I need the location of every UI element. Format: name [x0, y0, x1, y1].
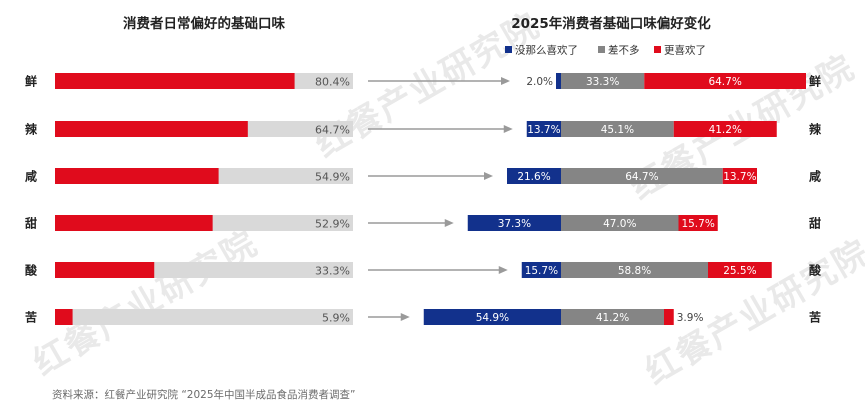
value-label: 5.9%	[322, 312, 350, 325]
left-chart: 80.4% 64.7% 54.9% 52.9% 33.3% 5.9%	[55, 73, 353, 325]
segment-same	[561, 121, 674, 137]
right-category-label: 咸	[809, 169, 821, 184]
segment-less-liked	[507, 168, 561, 184]
segment-label: 33.3%	[586, 76, 619, 88]
source-note: 资料来源：红餐产业研究院 “2025年中国半成品食品消费者调查”	[52, 389, 356, 401]
segment-label: 58.8%	[618, 265, 651, 277]
value-bar	[55, 262, 155, 278]
segment-label: 25.5%	[723, 265, 756, 277]
segment-label: 21.6%	[517, 171, 550, 183]
segment-more-liked	[673, 121, 777, 137]
segment-same	[561, 168, 723, 184]
segment-more-liked	[708, 262, 772, 278]
segment-label: 15.7%	[525, 265, 558, 277]
right-category-label: 苦	[809, 310, 821, 325]
segment-less-liked	[521, 262, 561, 278]
arrow-head	[400, 313, 410, 321]
segment-label: 54.9%	[476, 312, 509, 324]
right-category-label: 甜	[809, 216, 821, 231]
legend-swatch	[505, 46, 512, 53]
segment-more-liked	[644, 73, 806, 89]
segment-label: 41.2%	[596, 312, 629, 324]
segment-label: 13.7%	[723, 171, 756, 183]
legend-label: 更喜欢了	[664, 44, 706, 57]
segment-less-liked	[423, 309, 561, 325]
segment-less-liked	[556, 73, 561, 89]
segment-same	[561, 215, 679, 231]
value-label: 52.9%	[315, 218, 350, 231]
left-category-label: 鲜	[25, 74, 37, 89]
segment-more-liked	[722, 168, 757, 184]
segment-label: 13.7%	[527, 124, 560, 136]
value-label: 54.9%	[315, 171, 350, 184]
chart-canvas: 消费者日常偏好的基础口味 2025年消费者基础口味偏好变化 没那么喜欢了 差不多 更…	[25, 15, 822, 325]
left-category-label: 苦	[25, 310, 37, 325]
arrows	[368, 77, 513, 321]
right-category-label: 酸	[809, 263, 822, 278]
right-chart-title: 2025年消费者基础口味偏好变化	[511, 15, 711, 32]
segment-more-liked	[664, 309, 674, 325]
segment-label: 64.7%	[625, 171, 658, 183]
left-category-label: 辣	[25, 122, 38, 137]
legend-swatch	[654, 46, 661, 53]
row-labels: 鲜 鲜辣 辣咸 咸甜 甜酸 酸苦 苦	[25, 74, 822, 325]
segment-label: 2.0%	[526, 76, 553, 88]
segment-same	[561, 262, 708, 278]
value-bar	[55, 73, 295, 89]
value-label: 64.7%	[315, 124, 350, 137]
segment-less-liked	[526, 121, 561, 137]
segment-label: 3.9%	[677, 312, 704, 324]
value-bar	[55, 168, 219, 184]
segment-less-liked	[467, 215, 561, 231]
segment-label: 41.2%	[709, 124, 742, 136]
arrow-head	[484, 172, 493, 180]
value-label: 33.3%	[315, 265, 350, 278]
segment-same	[561, 73, 645, 89]
arrow-head	[444, 219, 454, 227]
segment-same	[561, 309, 664, 325]
arrow-head	[498, 266, 508, 274]
value-label: 80.4%	[315, 76, 350, 89]
track-bar	[55, 309, 353, 325]
segment-label: 45.1%	[601, 124, 634, 136]
legend-label: 没那么喜欢了	[515, 44, 578, 57]
right-category-label: 辣	[809, 122, 822, 137]
segment-label: 64.7%	[708, 76, 741, 88]
segment-more-liked	[678, 215, 718, 231]
value-bar	[55, 121, 248, 137]
right-chart: 2.0% 33.3% 64.7% 13.7% 45.1% 41.2% 21.6% 64.7% 1…	[423, 73, 806, 325]
arrow-head	[501, 77, 510, 85]
legend-swatch	[598, 46, 605, 53]
legend-label: 差不多	[608, 44, 640, 57]
left-chart-title: 消费者日常偏好的基础口味	[123, 15, 285, 32]
right-category-label: 鲜	[809, 74, 821, 89]
left-category-label: 咸	[25, 169, 37, 184]
left-category-label: 甜	[25, 216, 37, 231]
legend: 没那么喜欢了 差不多 更喜欢了	[505, 44, 706, 57]
segment-label: 15.7%	[681, 218, 714, 230]
arrow-head	[503, 125, 513, 133]
segment-label: 37.3%	[498, 218, 531, 230]
left-category-label: 酸	[25, 263, 38, 278]
value-bar	[55, 309, 73, 325]
segment-label: 47.0%	[603, 218, 636, 230]
value-bar	[55, 215, 213, 231]
